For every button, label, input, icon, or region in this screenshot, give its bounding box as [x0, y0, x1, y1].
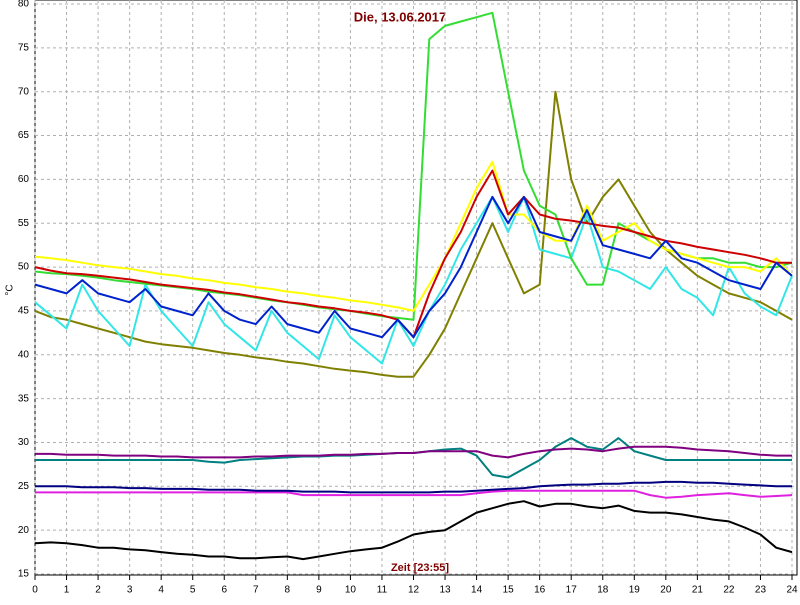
x-tick-label: 11 — [377, 585, 388, 596]
y-axis-label: °C — [5, 284, 16, 295]
y-tick-label: 75 — [18, 42, 30, 53]
y-tick-label: 50 — [18, 262, 30, 273]
x-tick-label: 22 — [723, 585, 735, 596]
y-tick-label: 30 — [18, 437, 30, 448]
series-line — [35, 445, 792, 459]
series-line — [35, 480, 792, 494]
y-tick-label: 45 — [18, 306, 30, 317]
x-tick-label: 19 — [629, 585, 641, 596]
x-axis-label: Zeit [23:55] — [391, 562, 449, 574]
x-tick-label: 14 — [471, 585, 483, 596]
series-line — [34, 195, 793, 365]
x-tick-label: 4 — [158, 585, 164, 596]
x-tick-label: 5 — [190, 585, 196, 596]
x-tick-label: 3 — [127, 585, 133, 596]
x-tick-label: 23 — [755, 585, 767, 596]
chart-title: Die, 13.06.2017 — [354, 9, 447, 24]
x-tick-label: 0 — [32, 585, 38, 596]
x-tick-label: 18 — [597, 585, 609, 596]
x-tick-label: 15 — [503, 585, 515, 596]
y-tick-label: 25 — [18, 481, 30, 492]
x-tick-label: 8 — [285, 585, 291, 596]
series-line — [34, 500, 793, 561]
series-line — [34, 195, 793, 339]
x-tick-label: 16 — [534, 585, 546, 596]
series-line — [35, 489, 793, 499]
y-tick-label: 20 — [18, 525, 30, 536]
x-tick-label: 24 — [786, 585, 798, 596]
y-tick-label: 70 — [18, 86, 30, 97]
x-tick-label: 9 — [316, 585, 322, 596]
y-tick-label: 65 — [18, 130, 30, 141]
x-tick-label: 21 — [692, 585, 704, 596]
x-tick-label: 2 — [95, 585, 101, 596]
x-tick-label: 7 — [253, 585, 259, 596]
x-tick-label: 20 — [660, 585, 672, 596]
x-tick-label: 10 — [345, 585, 357, 596]
x-tick-label: 13 — [439, 585, 451, 596]
y-tick-label: 60 — [18, 174, 30, 185]
x-tick-label: 12 — [408, 585, 420, 596]
y-tick-label: 55 — [18, 218, 30, 229]
y-tick-label: 80 — [18, 0, 30, 10]
x-tick-label: 6 — [221, 585, 227, 596]
plot-frame — [34, 0, 798, 576]
y-tick-label: 35 — [18, 393, 30, 404]
y-tick-label: 15 — [18, 569, 30, 580]
x-tick-label: 17 — [566, 585, 578, 596]
y-tick-label: 40 — [18, 349, 30, 360]
x-tick-label: 1 — [64, 585, 70, 596]
series-line — [34, 160, 793, 312]
